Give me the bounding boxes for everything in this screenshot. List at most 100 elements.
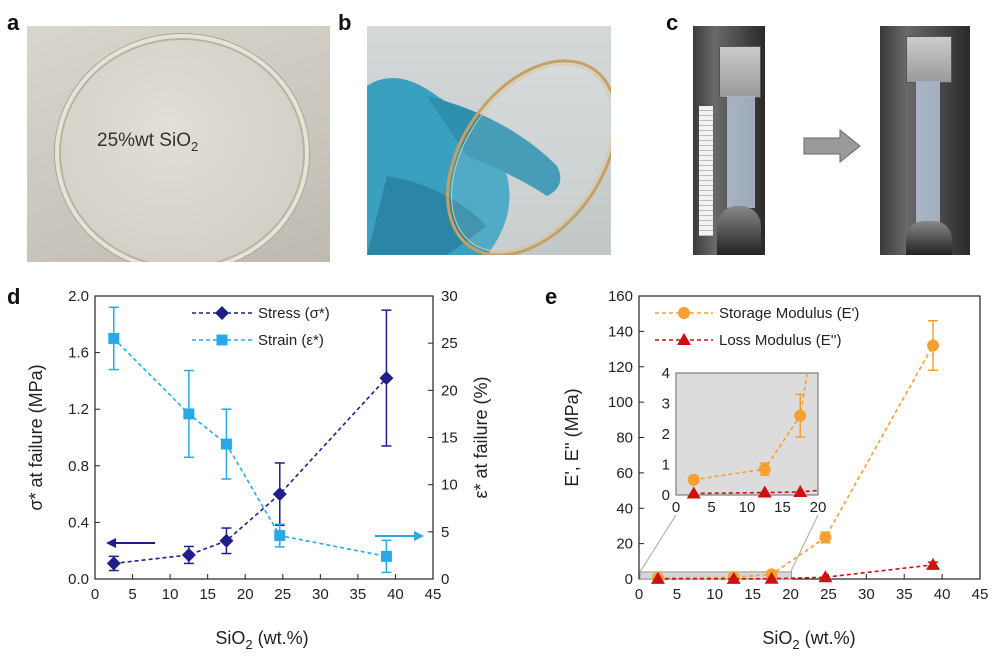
inset-data-point — [686, 486, 701, 499]
data-point — [650, 571, 665, 584]
y-left-tick-label: 0.8 — [68, 458, 89, 475]
inset-y-tick-label: 3 — [662, 396, 670, 413]
inset-data-point — [794, 409, 807, 422]
inset-x-tick-label: 20 — [810, 499, 827, 516]
y-tick-label: 80 — [616, 430, 633, 447]
x-tick-label: 40 — [387, 586, 404, 603]
y-tick-label: 140 — [608, 323, 633, 340]
photo-film-dish: 25%wt SiO2 — [27, 26, 330, 262]
inset-x-tick-label: 15 — [774, 499, 791, 516]
y-left-axis-label: σ* at failure (MPa) — [26, 364, 46, 510]
inset-x-tick-label: 0 — [672, 499, 680, 516]
data-point — [219, 533, 234, 548]
inset-y-tick-label: 2 — [662, 426, 670, 443]
legend-label: Strain (ε*) — [258, 332, 324, 349]
dish-label: 25%wt SiO2 — [97, 130, 199, 154]
photo-tensile-after — [880, 26, 970, 255]
left-axis-arrowhead — [106, 538, 116, 548]
chart-e: 0 5 10 15 20 25 30 35 40 45020406080100120140160S… — [562, 288, 989, 652]
y-tick-label: 60 — [616, 465, 633, 482]
y-tick-label: 20 — [616, 536, 633, 553]
data-point — [106, 556, 121, 571]
x-tick-label: 20 — [237, 586, 254, 603]
x-axis-label: SiO2 (wt.%) — [762, 628, 855, 652]
x-tick-label: 25 — [274, 586, 291, 603]
x-tick-label: 35 — [896, 586, 913, 603]
panel-letter-e: e — [545, 284, 558, 309]
y-left-tick-label: 1.2 — [68, 401, 89, 418]
arrow-icon — [803, 128, 861, 164]
x-tick-label: 30 — [312, 586, 329, 603]
legend-marker — [678, 307, 690, 319]
lower-clamp — [906, 221, 952, 255]
x-tick-label: 5 — [673, 586, 681, 603]
data-point — [380, 550, 392, 562]
x-tick-label: 20 — [782, 586, 799, 603]
y-tick-label: 120 — [608, 359, 633, 376]
x-axis-label: SiO2 (wt.%) — [215, 628, 308, 652]
data-point — [819, 531, 832, 544]
data-point — [183, 408, 195, 420]
photo-flexible-film — [367, 26, 611, 255]
y-tick-label: 100 — [608, 394, 633, 411]
data-point — [220, 438, 232, 450]
x-tick-label: 40 — [934, 586, 951, 603]
y-tick-label: 40 — [616, 500, 633, 517]
x-tick-label: 5 — [128, 586, 136, 603]
x-tick-label: 35 — [350, 586, 367, 603]
y-left-tick-label: 1.6 — [68, 345, 89, 362]
x-tick-label: 25 — [820, 586, 837, 603]
data-point — [181, 547, 196, 562]
zoom-connector — [790, 514, 819, 573]
inset-data-point — [687, 473, 700, 486]
data-point — [272, 487, 287, 502]
x-tick-label: 30 — [858, 586, 875, 603]
legend-label: Stress (σ*) — [258, 305, 330, 322]
inset-y-tick-label: 4 — [662, 365, 670, 382]
inset-x-tick-label: 5 — [707, 499, 715, 516]
x-tick-label: 15 — [199, 586, 216, 603]
inset-y-tick-label: 1 — [662, 457, 670, 474]
inset-frame — [675, 372, 819, 496]
legend-marker — [215, 306, 229, 320]
chart-d: 0 5 10 15 20 25 30 35 40 45 0.0 0.4 0.8 1.2 1.6 2.0 0 5 10… — [26, 288, 491, 652]
panel-letter-d: d — [7, 284, 21, 309]
panel-letter-a: a — [7, 10, 20, 35]
photo-tensile-before — [693, 26, 765, 255]
data-point — [764, 571, 779, 584]
ruler — [699, 106, 713, 236]
y-right-tick-label: 30 — [441, 288, 458, 305]
x-tick-label: 10 — [162, 586, 179, 603]
dish-rim — [55, 34, 309, 262]
y-right-tick-label: 10 — [441, 477, 458, 494]
data-point — [274, 530, 286, 542]
legend-label: Loss Modulus (E'') — [719, 332, 841, 349]
inset-y-tick-label: 0 — [662, 487, 670, 504]
y-right-tick-label: 0 — [441, 571, 449, 588]
y-left-tick-label: 0.0 — [68, 571, 89, 588]
y-right-tick-label: 5 — [441, 524, 449, 541]
legend-marker — [677, 333, 691, 345]
data-point — [108, 332, 120, 344]
inset-loss-line — [693, 489, 819, 495]
right-axis-arrowhead — [414, 531, 424, 541]
y-axis-label: E', E'' (MPa) — [562, 388, 582, 486]
inset-x-tick-label: 10 — [739, 499, 756, 516]
upper-clamp — [906, 36, 952, 83]
x-tick-label: 15 — [744, 586, 761, 603]
inset-data-point — [758, 463, 771, 476]
data-point — [726, 571, 741, 584]
specimen-strip — [727, 96, 755, 208]
panel-letter-c: c — [666, 10, 679, 35]
data-point — [926, 557, 941, 570]
x-tick-label: 0 — [91, 586, 99, 603]
legend-label: Storage Modulus (E') — [719, 305, 859, 322]
inset-data-point — [757, 485, 772, 498]
legend-marker — [216, 334, 228, 346]
lower-clamp — [717, 206, 761, 255]
y-right-tick-label: 20 — [441, 382, 458, 399]
y-tick-label: 160 — [608, 288, 633, 305]
zoom-connector — [639, 514, 677, 573]
x-tick-label: 45 — [972, 586, 989, 603]
series-line-0 — [113, 377, 388, 565]
